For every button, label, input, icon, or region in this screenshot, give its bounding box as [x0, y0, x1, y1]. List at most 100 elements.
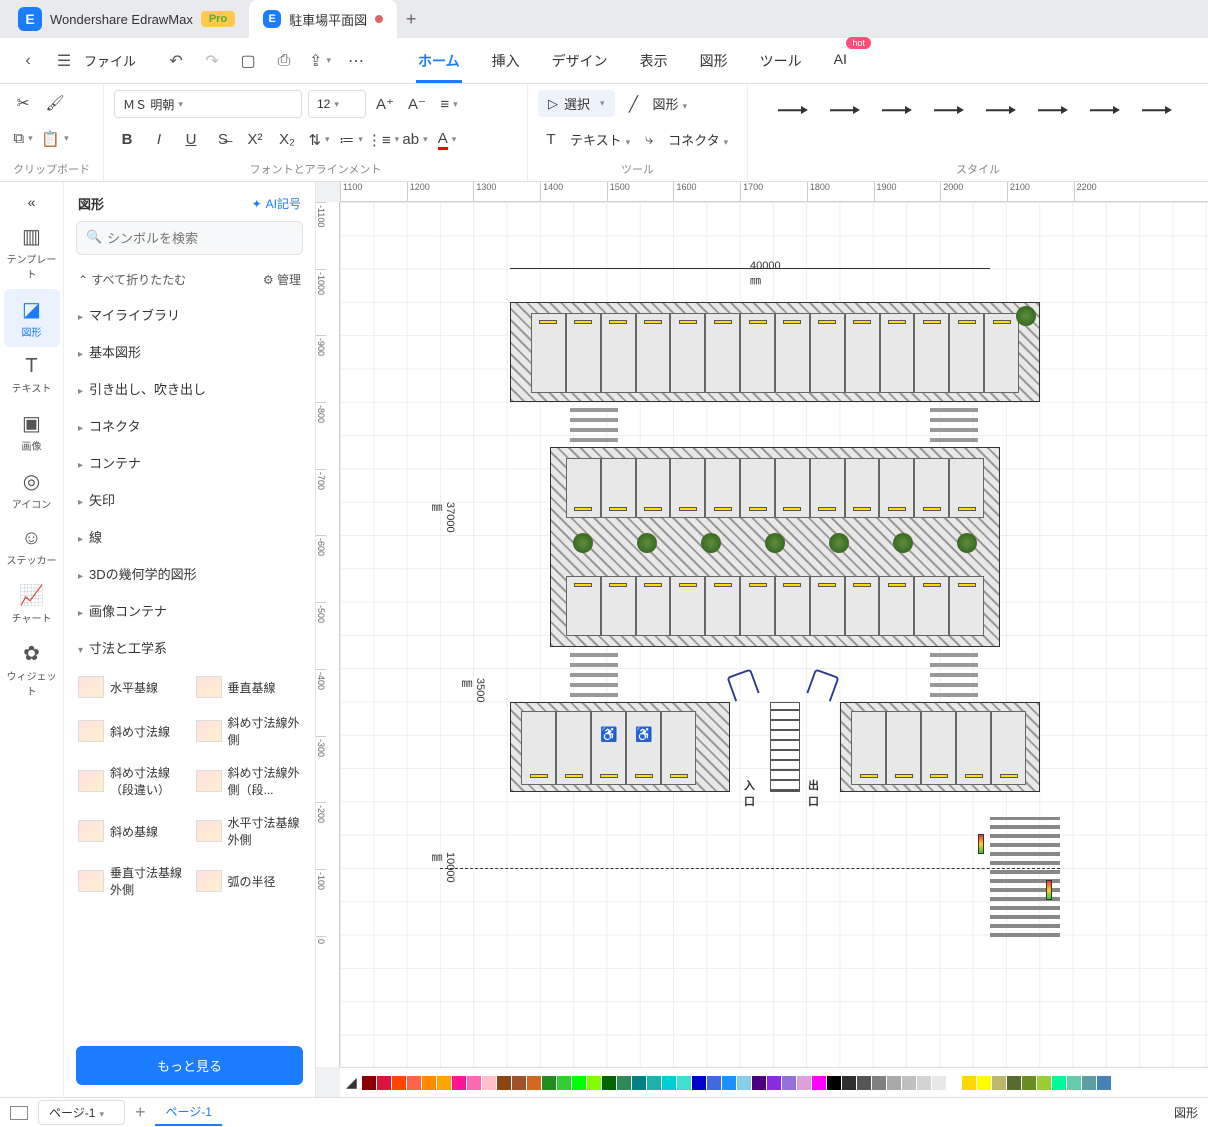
paste-icon[interactable]: 📋: [42, 126, 68, 152]
arrow-style[interactable]: [1038, 104, 1068, 116]
palette-swatch[interactable]: [1067, 1076, 1081, 1090]
size-select[interactable]: 12: [308, 90, 366, 118]
category-item[interactable]: 引き出し、吹き出し: [64, 370, 315, 407]
shape-tool[interactable]: 図形: [653, 94, 688, 113]
palette-swatch[interactable]: [662, 1076, 676, 1090]
category-item[interactable]: 画像コンテナ: [64, 592, 315, 629]
palette-swatch[interactable]: [827, 1076, 841, 1090]
palette-swatch[interactable]: [587, 1076, 601, 1090]
palette-swatch[interactable]: [932, 1076, 946, 1090]
rail-アイコン[interactable]: ◎アイコン: [4, 461, 60, 519]
rail-テキスト[interactable]: Tテキスト: [4, 347, 60, 403]
menu-tab-ツール[interactable]: ツール: [758, 39, 804, 83]
collapse-rail-icon[interactable]: «: [24, 190, 40, 214]
parking-block-1[interactable]: [510, 302, 1040, 402]
palette-swatch[interactable]: [737, 1076, 751, 1090]
page-selector[interactable]: ページ-1: [38, 1100, 125, 1125]
palette-swatch[interactable]: [1097, 1076, 1111, 1090]
parking-block-3r[interactable]: [840, 702, 1040, 792]
list-icon[interactable]: ≔: [338, 127, 364, 153]
font-color-icon[interactable]: A: [434, 127, 460, 153]
palette-swatch[interactable]: [782, 1076, 796, 1090]
shape-item[interactable]: 斜め基線: [76, 808, 186, 854]
bold-icon[interactable]: B: [114, 127, 140, 153]
palette-swatch[interactable]: [632, 1076, 646, 1090]
palette-swatch[interactable]: [527, 1076, 541, 1090]
shape-item[interactable]: 斜め寸法線: [76, 708, 186, 754]
fill-icon[interactable]: ◢: [346, 1074, 357, 1091]
shape-item[interactable]: 弧の半径: [194, 858, 304, 904]
page-tab[interactable]: ページ-1: [155, 1099, 221, 1126]
manage-button[interactable]: ⚙ 管理: [263, 271, 301, 288]
palette-swatch[interactable]: [407, 1076, 421, 1090]
rail-画像[interactable]: ▣画像: [4, 403, 60, 461]
canvas[interactable]: 40000 ㎜ 37000 ㎜ 3500 ㎜ 10000 ㎜: [340, 202, 1208, 1067]
shape-item[interactable]: 斜め寸法線（段違い）: [76, 758, 186, 804]
menu-tab-ホーム[interactable]: ホーム: [416, 39, 462, 83]
app-tab-home[interactable]: E Wondershare EdrawMax Pro: [4, 0, 249, 38]
rail-ウィジェット[interactable]: ✿ウィジェット: [4, 633, 60, 706]
bullets-icon[interactable]: ⋮≡: [370, 127, 396, 153]
menu-tab-表示[interactable]: 表示: [638, 39, 670, 83]
palette-swatch[interactable]: [572, 1076, 586, 1090]
increase-font-icon[interactable]: A⁺: [372, 91, 398, 117]
palette-swatch[interactable]: [917, 1076, 931, 1090]
ai-symbols-link[interactable]: ✦ AI記号: [252, 195, 301, 212]
palette-swatch[interactable]: [1007, 1076, 1021, 1090]
palette-swatch[interactable]: [962, 1076, 976, 1090]
connector-label[interactable]: コネクタ: [668, 130, 728, 149]
palette-swatch[interactable]: [482, 1076, 496, 1090]
palette-swatch[interactable]: [452, 1076, 466, 1090]
format-painter-icon[interactable]: 🖌: [42, 90, 68, 116]
palette-swatch[interactable]: [812, 1076, 826, 1090]
more-button[interactable]: ⋯: [340, 45, 372, 77]
decrease-font-icon[interactable]: A⁻: [404, 91, 430, 117]
palette-swatch[interactable]: [647, 1076, 661, 1090]
palette-swatch[interactable]: [422, 1076, 436, 1090]
shape-item[interactable]: 斜め寸法線外側（段...: [194, 758, 304, 804]
arrow-style[interactable]: [778, 104, 808, 116]
file-menu[interactable]: ファイル: [84, 51, 136, 70]
palette-swatch[interactable]: [692, 1076, 706, 1090]
palette-swatch[interactable]: [842, 1076, 856, 1090]
copy-icon[interactable]: ⧉: [10, 126, 36, 152]
line-spacing-icon[interactable]: ⇅: [306, 127, 332, 153]
search-input[interactable]: [76, 221, 303, 255]
text-tool-icon[interactable]: T: [538, 126, 564, 152]
palette-swatch[interactable]: [557, 1076, 571, 1090]
palette-swatch[interactable]: [377, 1076, 391, 1090]
menu-tab-デザイン[interactable]: デザイン: [550, 39, 610, 83]
fold-all-button[interactable]: ⌃ すべて折りたたむ: [78, 271, 186, 288]
align-icon[interactable]: ≡: [436, 91, 462, 117]
palette-swatch[interactable]: [992, 1076, 1006, 1090]
see-more-button[interactable]: もっと見る: [76, 1046, 303, 1085]
arrow-style[interactable]: [882, 104, 912, 116]
arrow-style[interactable]: [934, 104, 964, 116]
palette-swatch[interactable]: [362, 1076, 376, 1090]
underline-icon[interactable]: U: [178, 127, 204, 153]
doc-tab[interactable]: E 駐車場平面図: [249, 0, 397, 38]
menu-tab-AI[interactable]: AIhot: [832, 39, 849, 83]
print-button[interactable]: ⎙: [268, 45, 300, 77]
rail-テンプレート[interactable]: ▥テンプレート: [4, 216, 60, 289]
arrow-style[interactable]: [986, 104, 1016, 116]
arrow-style[interactable]: [830, 104, 860, 116]
select-tool[interactable]: ▷ 選択: [538, 90, 615, 117]
connector-tool-icon[interactable]: ⤷: [636, 126, 662, 152]
palette-swatch[interactable]: [872, 1076, 886, 1090]
page-icon[interactable]: [10, 1106, 28, 1120]
category-item[interactable]: マイライブラリ: [64, 296, 315, 333]
palette-swatch[interactable]: [722, 1076, 736, 1090]
italic-icon[interactable]: I: [146, 127, 172, 153]
category-item[interactable]: コンテナ: [64, 444, 315, 481]
category-item[interactable]: 線: [64, 518, 315, 555]
shape-item[interactable]: 斜め寸法線外側: [194, 708, 304, 754]
palette-swatch[interactable]: [542, 1076, 556, 1090]
menu-icon[interactable]: ☰: [48, 45, 80, 77]
add-page-button[interactable]: +: [135, 1102, 146, 1123]
shape-item[interactable]: 垂直基線: [194, 670, 304, 704]
cut-icon[interactable]: ✂: [10, 90, 36, 116]
category-item[interactable]: 矢印: [64, 481, 315, 518]
palette-swatch[interactable]: [977, 1076, 991, 1090]
palette-swatch[interactable]: [1022, 1076, 1036, 1090]
